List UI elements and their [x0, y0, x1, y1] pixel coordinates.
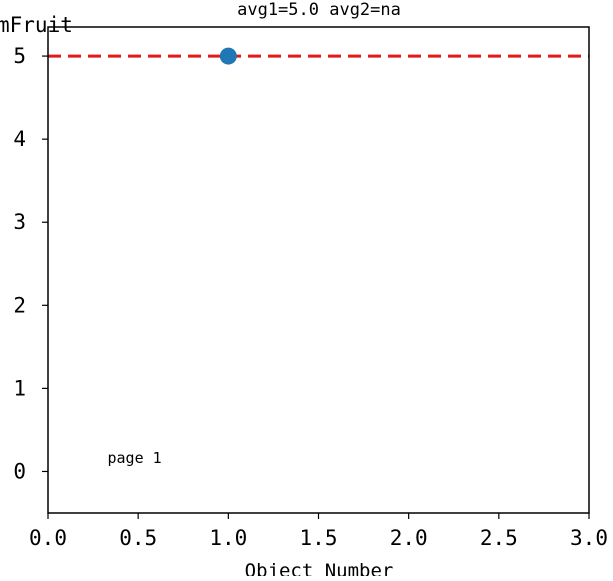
x-tick-label: 0.0 — [29, 526, 67, 550]
y-tick-label: 3 — [13, 210, 26, 234]
x-tick-label: 1.0 — [209, 526, 247, 550]
plot-frame — [47, 26, 590, 514]
plot-layer: page 1 — [48, 47, 589, 467]
chart-title: avg1=5.0 avg2=na — [237, 0, 401, 20]
y-tick-label: 4 — [13, 127, 26, 151]
x-tick-label: 3.0 — [570, 526, 608, 550]
y-tick-label: 1 — [13, 376, 26, 400]
data-point — [219, 47, 237, 65]
y-tick-label: 0 — [13, 459, 26, 483]
y-axis-label: mFruit — [0, 13, 73, 37]
x-axis-label: Object Number — [245, 560, 394, 576]
x-axis-ticks: 0.0 0.5 1.0 1.5 2.0 2.5 3.0 — [29, 513, 608, 550]
x-tick-label: 2.0 — [390, 526, 428, 550]
x-tick-label: 1.5 — [300, 526, 338, 550]
x-tick-label: 2.5 — [480, 526, 518, 550]
x-tick-label: 0.5 — [119, 526, 157, 550]
page-annotation: page 1 — [108, 449, 162, 467]
y-tick-label: 2 — [13, 293, 26, 317]
y-axis-ticks: 0 1 2 3 4 5 — [13, 44, 48, 483]
y-tick-label: 5 — [13, 44, 26, 68]
